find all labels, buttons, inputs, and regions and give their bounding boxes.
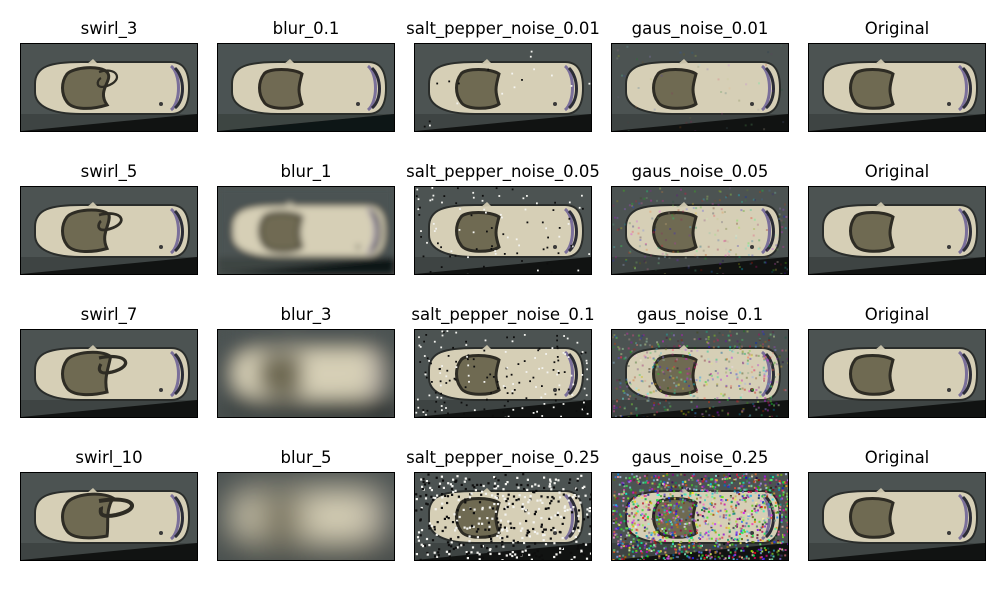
panel-title: Original [864, 19, 930, 38]
car-thumbnail [612, 187, 788, 274]
panel-title: swirl_10 [75, 448, 143, 467]
panel-title: salt_pepper_noise_0.05 [406, 162, 600, 181]
panel-title: gaus_noise_0.01 [631, 19, 769, 38]
panel-image [611, 186, 789, 275]
panel-image [20, 43, 198, 132]
panel-title: Original [864, 162, 930, 181]
panel-image [611, 329, 789, 418]
panel-image [808, 329, 986, 418]
panel-image [808, 186, 986, 275]
panel-title: salt_pepper_noise_0.01 [406, 19, 600, 38]
panel-image [20, 186, 198, 275]
car-thumbnail [612, 330, 788, 417]
panel-title: gaus_noise_0.05 [631, 162, 769, 181]
panel-image [808, 472, 986, 561]
panel-image [217, 329, 395, 418]
car-thumbnail [415, 187, 591, 274]
panel-title: swirl_3 [80, 19, 138, 38]
panel-title: swirl_5 [80, 162, 138, 181]
car-thumbnail [415, 473, 591, 560]
car-thumbnail [415, 330, 591, 417]
panel-title: salt_pepper_noise_0.1 [411, 305, 595, 324]
panel-image [611, 43, 789, 132]
panel-image [414, 329, 592, 418]
panel-image [217, 186, 395, 275]
panel-image [414, 43, 592, 132]
panel-title: blur_3 [280, 305, 332, 324]
panel-image [20, 329, 198, 418]
panel-image [808, 43, 986, 132]
panel-title: gaus_noise_0.1 [636, 305, 764, 324]
panel-title: Original [864, 448, 930, 467]
car-thumbnail [809, 330, 985, 417]
panel-title: blur_5 [280, 448, 332, 467]
car-thumbnail [21, 330, 197, 417]
car-thumbnail [809, 187, 985, 274]
car-thumbnail [218, 330, 394, 417]
panel-title: salt_pepper_noise_0.25 [406, 448, 600, 467]
panel-title: Original [864, 305, 930, 324]
panel-image [217, 472, 395, 561]
car-thumbnail [218, 473, 394, 560]
panel-title: blur_1 [280, 162, 332, 181]
car-thumbnail [809, 473, 985, 560]
panel-image [414, 472, 592, 561]
car-thumbnail [415, 44, 591, 131]
car-thumbnail [809, 44, 985, 131]
car-thumbnail [21, 473, 197, 560]
car-thumbnail [21, 187, 197, 274]
car-thumbnail [612, 44, 788, 131]
panel-title: blur_0.1 [272, 19, 340, 38]
car-thumbnail [612, 473, 788, 560]
panel-image [20, 472, 198, 561]
panel-image [611, 472, 789, 561]
panel-title: swirl_7 [80, 305, 138, 324]
car-thumbnail [218, 187, 394, 274]
panel-image [217, 43, 395, 132]
panel-title: gaus_noise_0.25 [631, 448, 769, 467]
car-thumbnail [218, 44, 394, 131]
car-thumbnail [21, 44, 197, 131]
panel-image [414, 186, 592, 275]
